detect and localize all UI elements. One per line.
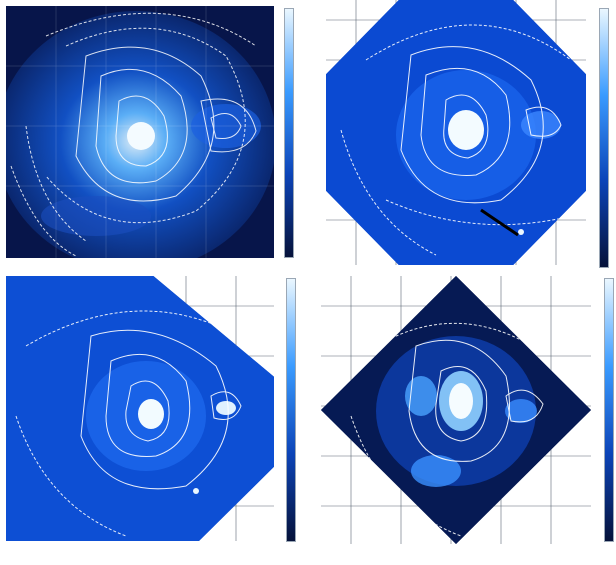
arrow-indicator (480, 208, 519, 237)
colorbar-bottom-right (604, 278, 614, 542)
emission-map-top-left (6, 6, 274, 258)
colorbar-top-right (599, 8, 609, 268)
panel-top-left (0, 0, 300, 268)
map-top-right (326, 0, 586, 265)
map-top-left (6, 6, 274, 258)
emission-map-top-right (326, 0, 586, 265)
panel-bottom-left (0, 270, 300, 560)
panel-top-right (306, 0, 616, 275)
panel-bottom-right (306, 270, 616, 560)
colorbar-bottom-left (286, 278, 296, 542)
colorbar-top-left (284, 8, 294, 258)
